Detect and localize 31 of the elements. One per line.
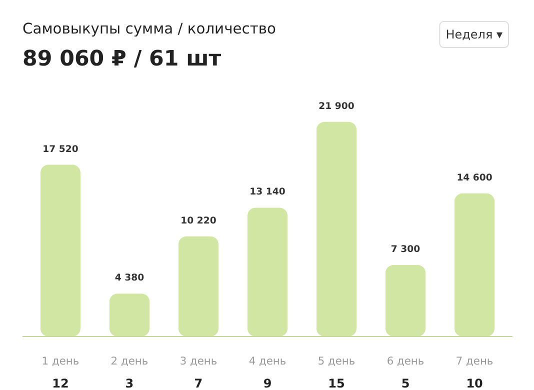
bar	[109, 294, 150, 336]
text: 12	[52, 376, 69, 390]
text: 3	[125, 376, 134, 390]
x-tick-label: 2 день	[110, 354, 148, 368]
text: 7	[194, 376, 203, 390]
text: 9	[263, 376, 272, 390]
data-label: 10 220	[180, 215, 217, 226]
text: 5	[401, 376, 410, 390]
data-label: 7 300	[390, 244, 421, 255]
data-label: 17 520	[42, 144, 79, 155]
bar	[178, 236, 218, 336]
bar	[247, 208, 288, 336]
data-label: 14 600	[456, 172, 493, 184]
data-label: 4 380	[114, 272, 145, 284]
bar	[386, 264, 426, 336]
chart-subtitle: 89 060 ₽ / 61 шт	[22, 46, 222, 72]
x-tick-label: 6 день	[386, 354, 424, 368]
x-tick-label: 1 день	[42, 354, 80, 368]
data-label: 13 140	[250, 186, 286, 198]
x-tick-label: 7 день	[456, 354, 494, 368]
text: 15	[328, 376, 345, 390]
bar	[316, 122, 357, 336]
chart-title: Самовыкупы сумма / количество	[22, 20, 276, 38]
x-tick-label: 5 день	[318, 354, 356, 368]
x-tick-label: 3 день	[180, 354, 218, 368]
bar	[454, 193, 495, 336]
data-label: 21 900	[318, 100, 355, 112]
text: Неделя ▾	[446, 28, 502, 42]
text: 10	[466, 376, 483, 390]
bar	[40, 164, 80, 336]
x-tick-label: 4 день	[248, 354, 286, 368]
